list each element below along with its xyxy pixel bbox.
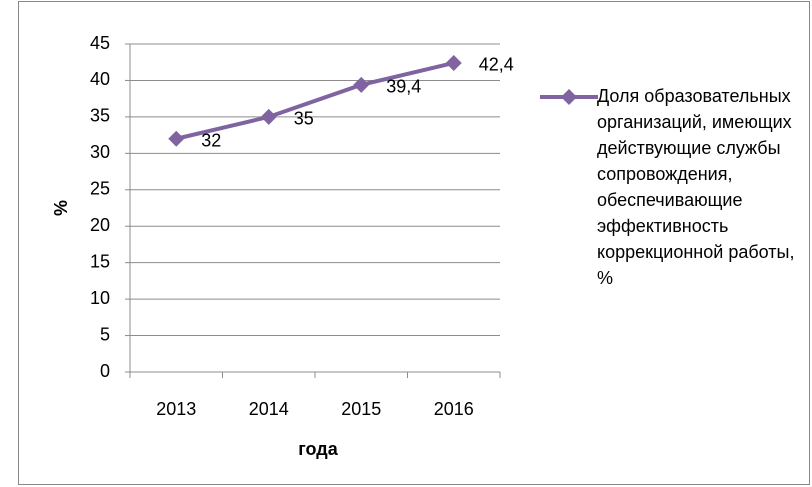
- chart-border: [18, 1, 810, 485]
- y-tick-label: 30: [90, 142, 110, 162]
- y-tick-label: 40: [90, 69, 110, 89]
- y-tick-label: 10: [90, 288, 110, 308]
- y-tick-label: 0: [100, 361, 110, 381]
- data-point: [445, 54, 462, 71]
- y-tick-label: 5: [100, 324, 110, 344]
- legend-box: Доля образовательных организаций, имеющи…: [597, 86, 795, 288]
- y-tick-label: 20: [90, 215, 110, 235]
- data-point: [353, 76, 370, 93]
- y-axis-label: %: [51, 200, 71, 216]
- data-label: 39,4: [386, 77, 421, 97]
- data-point: [168, 130, 185, 147]
- data-label: 35: [294, 109, 314, 129]
- x-tick-label: 2014: [249, 399, 289, 419]
- x-axis-label: года: [298, 439, 338, 459]
- legend-label: Доля образовательных организаций, имеющи…: [597, 86, 795, 288]
- y-tick-label: 25: [90, 179, 110, 199]
- data-label: 42,4: [479, 55, 514, 75]
- y-tick-label: 15: [90, 251, 110, 271]
- y-tick-label: 45: [90, 33, 110, 53]
- y-tick-label: 35: [90, 106, 110, 126]
- series-line: [175, 61, 455, 141]
- x-tick-label: 2015: [341, 399, 381, 419]
- data-point: [260, 108, 277, 125]
- x-tick-label: 2013: [156, 399, 196, 419]
- x-tick-label: 2016: [434, 399, 474, 419]
- legend-marker: [561, 89, 577, 105]
- data-label: 32: [201, 131, 221, 151]
